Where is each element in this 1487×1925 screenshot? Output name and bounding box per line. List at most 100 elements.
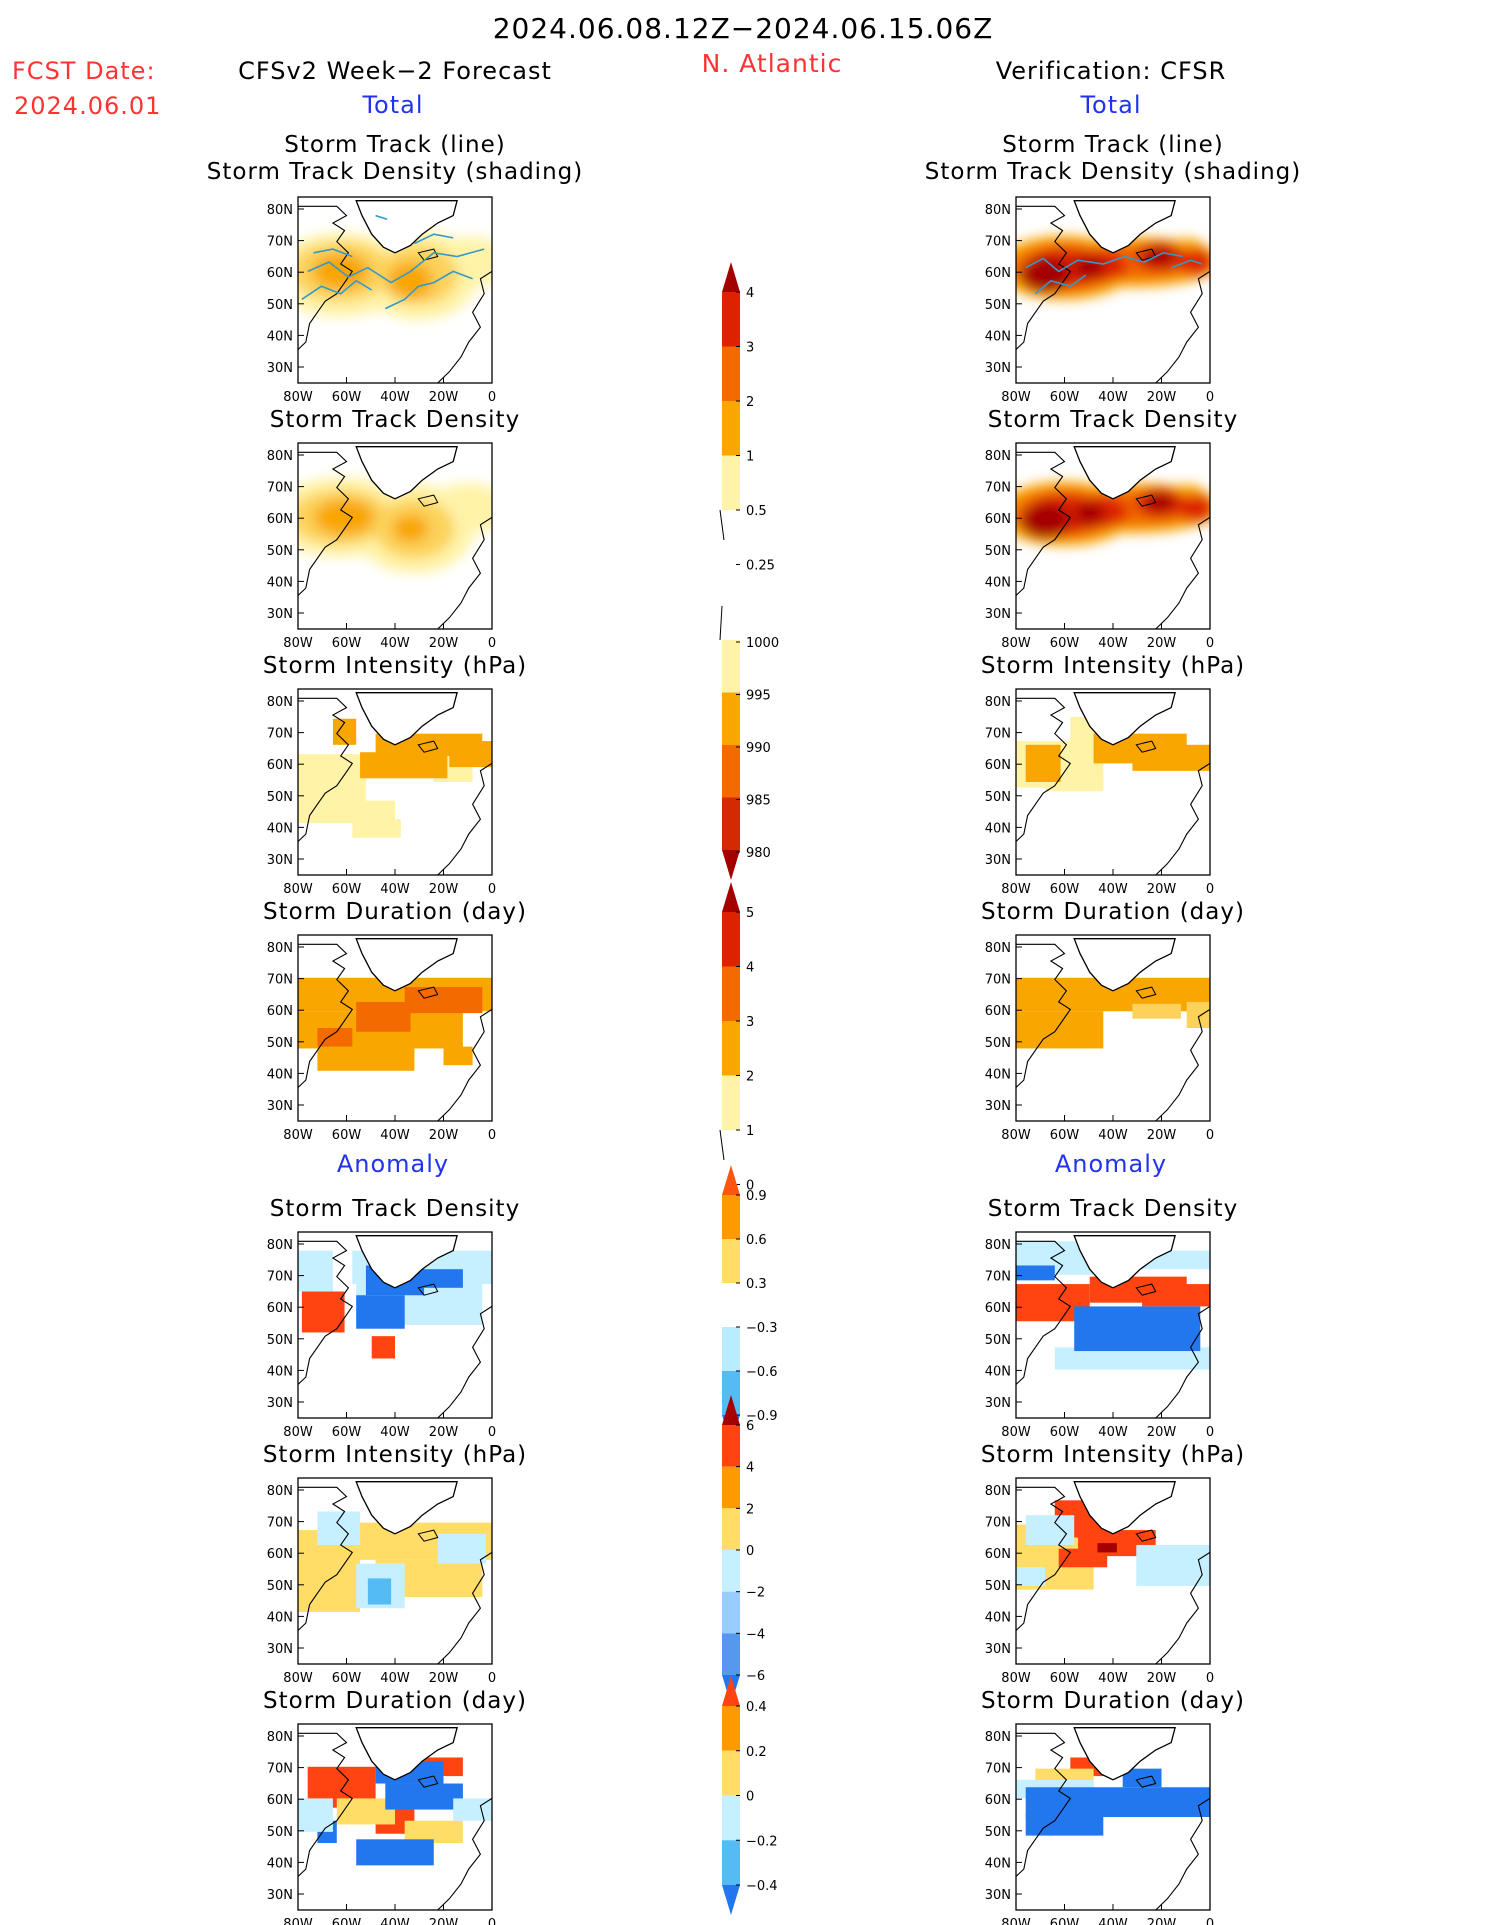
y-tick-label: 70N (267, 973, 293, 988)
iceland-coast (1135, 494, 1157, 507)
europe-coast (437, 270, 492, 383)
panel-title: Storm Duration (day) (981, 1688, 1245, 1714)
grid-cell (317, 1028, 353, 1047)
colorbar-label: 1 (746, 1124, 754, 1139)
colorbar-label: 4 (746, 286, 754, 301)
x-tick-label: 60W (332, 1128, 362, 1143)
grid-cell (1025, 1515, 1075, 1545)
panel-title: Storm Track Density (988, 407, 1238, 433)
grid-cell (317, 1048, 415, 1071)
iceland-coast (1135, 986, 1157, 999)
storm-track-line (1025, 251, 1183, 273)
density-blob (388, 262, 433, 299)
storm-track-line (375, 214, 388, 221)
colorbar-segment (722, 1706, 740, 1751)
colorbar-label: 0.6 (746, 1233, 767, 1248)
colorbar-label: 0 (746, 1544, 754, 1559)
x-tick-label: 80W (283, 1425, 313, 1440)
y-tick-label: 60N (267, 758, 293, 773)
y-tick-label: 50N (985, 1825, 1011, 1840)
x-tick-label: 20W (1147, 1128, 1177, 1143)
x-tick-label: 80W (1001, 1425, 1031, 1440)
colorbar-segment (722, 912, 740, 967)
y-tick-label: 80N (267, 1730, 293, 1745)
y-tick-label: 60N (267, 1004, 293, 1019)
panel-title: Storm Intensity (hPa) (263, 653, 527, 679)
europe-coast (1155, 270, 1210, 383)
y-tick-label: 70N (267, 1270, 293, 1285)
colorbar-label: 6 (746, 1419, 754, 1434)
map-panel-tot-intensity-1: 80W 60W 40W 20W 0 80N 70N 60N 50N 40N 30N (985, 688, 1214, 897)
greenland-coast (355, 1481, 458, 1535)
x-tick-label: 0 (488, 882, 496, 897)
y-tick-label: 30N (267, 853, 293, 868)
y-tick-label: 80N (267, 1484, 293, 1499)
y-tick-label: 60N (985, 1301, 1011, 1316)
x-tick-label: 60W (332, 1425, 362, 1440)
map-panel-anom-density-1: 80W 60W 40W 20W 0 80N 70N 60N 50N 40N 30N (985, 1231, 1214, 1440)
colorbar-label: −0.3 (746, 1321, 778, 1336)
colorbar-label: 0 (746, 1179, 754, 1194)
greenland-coast (1073, 446, 1176, 500)
y-tick-label: 40N (267, 1610, 293, 1625)
y-tick-label: 70N (267, 235, 293, 250)
map-panel-anom-intensity-1: 80W 60W 40W 20W 0 80N 70N 60N 50N 40N 30N (985, 1477, 1214, 1686)
x-tick-label: 20W (429, 1671, 459, 1686)
x-tick-label: 20W (1147, 1425, 1177, 1440)
map-panel-tot-duration-1: 80W 60W 40W 20W 0 80N 70N 60N 50N 40N 30N (985, 934, 1214, 1143)
colorbar-duration: 5 4 3 2 1 0 (719, 882, 754, 1194)
storm-track-line (1170, 259, 1203, 269)
colorbar-label: 0.9 (746, 1189, 767, 1204)
page-title: 2024.06.08.12Z−2024.06.15.06Z (493, 12, 994, 45)
y-tick-label: 30N (267, 1642, 293, 1657)
map-panel-tot-track-1: 80W 60W 40W 20W 0 80N 70N 60N 50N 40N 30N (985, 196, 1214, 405)
y-tick-label: 60N (985, 1793, 1011, 1808)
density-blob (1178, 494, 1210, 523)
y-tick-label: 40N (267, 1364, 293, 1379)
y-tick-label: 70N (267, 1762, 293, 1777)
x-tick-label: 80W (1001, 882, 1031, 897)
x-tick-label: 20W (1147, 390, 1177, 405)
x-tick-label: 0 (1206, 1425, 1214, 1440)
x-tick-label: 60W (332, 390, 362, 405)
panel-title: Storm Duration (day) (981, 899, 1245, 925)
panel-title: Storm Track Density (shading) (207, 159, 583, 185)
y-tick-label: 40N (267, 821, 293, 836)
grid-cell (1132, 744, 1210, 771)
grid-cell (1136, 1544, 1210, 1586)
y-tick-label: 40N (267, 329, 293, 344)
colorbar-label: 1 (746, 450, 754, 465)
x-tick-label: 0 (1206, 1671, 1214, 1686)
y-tick-label: 80N (985, 695, 1011, 710)
y-tick-label: 80N (267, 941, 293, 956)
grid-cell (356, 1295, 405, 1329)
x-tick-label: 20W (1147, 636, 1177, 651)
grid-cell (1025, 1813, 1104, 1836)
iceland-coast (417, 740, 439, 753)
x-tick-label: 80W (283, 1671, 313, 1686)
iceland-coast (1135, 1283, 1157, 1296)
y-tick-label: 60N (267, 266, 293, 281)
y-tick-label: 40N (985, 1856, 1011, 1871)
colorbar-arrow (722, 1676, 740, 1706)
grid-cell (1016, 1265, 1055, 1281)
grid-cell (301, 1291, 345, 1333)
x-tick-label: 80W (283, 390, 313, 405)
iceland-coast (417, 1775, 439, 1788)
x-tick-label: 60W (332, 882, 362, 897)
colorbar-arrow (722, 1395, 740, 1425)
right-heading: Verification: CFSR (996, 57, 1227, 85)
x-tick-label: 20W (429, 1425, 459, 1440)
greenland-coast (355, 692, 458, 746)
x-tick-label: 40W (380, 882, 410, 897)
x-tick-label: 60W (1050, 1425, 1080, 1440)
colorbar-anom-duration: 0.4 0.2 0 −0.2 −0.4 (722, 1676, 778, 1915)
y-tick-label: 70N (267, 481, 293, 496)
colorbar-label: −0.2 (746, 1834, 778, 1849)
panel-title: Storm Intensity (hPa) (981, 1442, 1245, 1468)
y-tick-label: 30N (985, 1396, 1011, 1411)
x-tick-label: 60W (332, 1671, 362, 1686)
y-tick-label: 80N (985, 1484, 1011, 1499)
greenland-coast (1073, 1481, 1176, 1535)
